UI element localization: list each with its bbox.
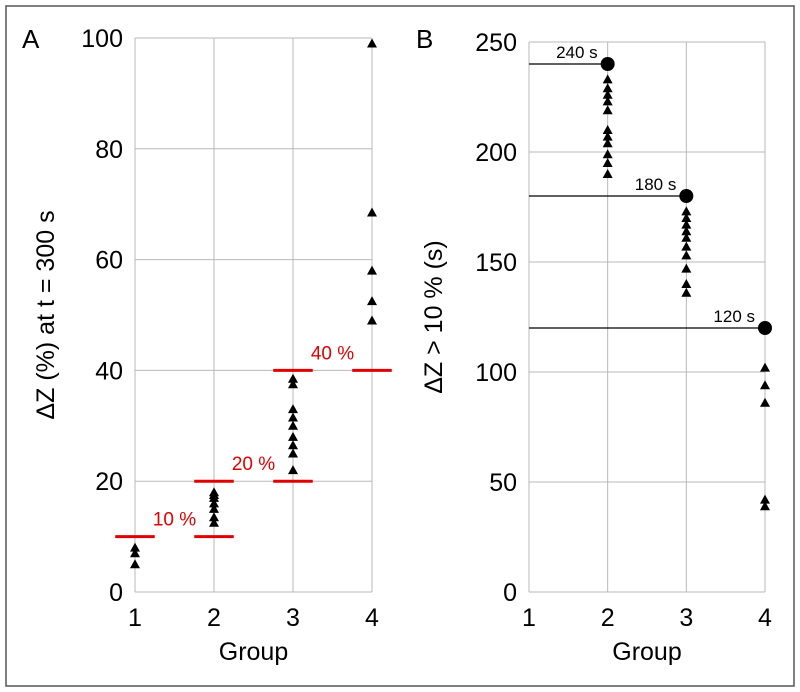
x-tick-label: 3 [679,604,693,632]
data-point-triangle [681,279,692,288]
data-point-triangle [367,315,377,325]
threshold-annotation: 40 % [311,343,354,364]
data-point-triangle [130,542,140,552]
y-tick-label: 80 [95,136,123,164]
x-axis-title: Group [612,638,681,666]
data-point-triangle [760,494,770,504]
reference-point [600,57,615,71]
y-tick-label: 100 [81,25,123,53]
data-point-triangle [209,517,219,527]
data-point-triangle [681,213,692,222]
data-point-triangle [288,379,298,389]
data-point-triangle [367,38,377,48]
y-tick-label: 150 [475,249,517,277]
data-point-triangle [602,125,613,134]
data-point-triangle [681,250,692,260]
data-point-triangle [130,548,140,558]
data-point-triangle [209,487,219,497]
y-tick-label: 0 [503,579,517,607]
reference-label: 180 s [635,175,677,194]
data-point-triangle [602,149,613,159]
reference-point [758,321,772,335]
data-point-triangle [288,465,298,475]
data-point-triangle [681,241,692,251]
y-tick-label: 250 [475,29,517,57]
data-point-triangle [602,169,613,178]
y-tick-label: 0 [109,579,123,607]
panel-b: 1 2 3 4 0 50 100 150 200 250 Group ΔZ > 10 % (s) 240… [420,29,772,666]
data-point-triangle [681,206,692,216]
data-point-triangle [367,296,377,306]
data-point-triangle [209,498,219,508]
data-point-triangle [209,503,219,513]
x-axis-title: Group [219,638,288,666]
data-point-triangle [288,404,298,414]
data-point-triangle [760,501,770,511]
data-point-triangle [130,559,140,569]
data-point-triangle [602,74,613,84]
data-point-triangle [288,412,298,422]
data-point-triangle [288,448,298,458]
data-point-triangle [760,397,770,407]
data-point-triangle [367,207,377,217]
threshold-annotation: 10 % [153,510,196,531]
data-point-triangle [760,362,770,372]
data-point-triangle [681,232,692,242]
data-point-triangle [681,226,692,236]
data-point-triangle [209,512,219,522]
x-tick-label: 4 [365,604,379,632]
y-axis-title: ΔZ (%) at t = 300 s [32,210,60,419]
data-point-triangle [602,89,613,99]
data-point-triangle [681,263,692,273]
data-point-triangle [602,83,613,93]
y-axis-title: ΔZ > 10 % (s) [420,240,448,394]
y-tick-label: 60 [95,247,123,275]
x-tick-label: 3 [286,604,300,632]
data-point-triangle [681,287,692,297]
data-point-triangle [602,158,613,167]
data-point-triangle [367,265,377,275]
data-point-triangle [288,373,298,383]
y-tick-label: 200 [475,139,517,167]
panel-b-letter: B [416,24,433,54]
y-tick-label: 20 [95,468,123,496]
data-point-triangle [602,138,613,148]
data-point-triangle [760,380,770,390]
x-tick-label: 2 [601,604,615,632]
y-tick-label: 40 [95,357,123,385]
data-point-triangle [602,96,613,106]
x-tick-label: 1 [522,604,536,632]
data-point-triangle [681,219,692,229]
data-point-triangle [288,420,298,430]
y-tick-label: 100 [475,359,517,387]
y-tick-label: 50 [489,469,517,497]
data-point-triangle [602,131,613,141]
x-tick-label: 1 [128,604,142,632]
reference-label: 120 s [713,307,755,326]
x-tick-label: 4 [758,604,772,632]
threshold-annotation: 20 % [232,454,275,475]
data-point-triangle [288,440,298,450]
panel-a-letter: A [22,24,40,54]
figure-border [5,5,795,687]
x-tick-label: 2 [207,604,221,632]
reference-point [679,189,694,203]
data-point-triangle [288,431,298,441]
data-point-triangle [602,105,613,115]
reference-label: 240 s [556,43,598,62]
